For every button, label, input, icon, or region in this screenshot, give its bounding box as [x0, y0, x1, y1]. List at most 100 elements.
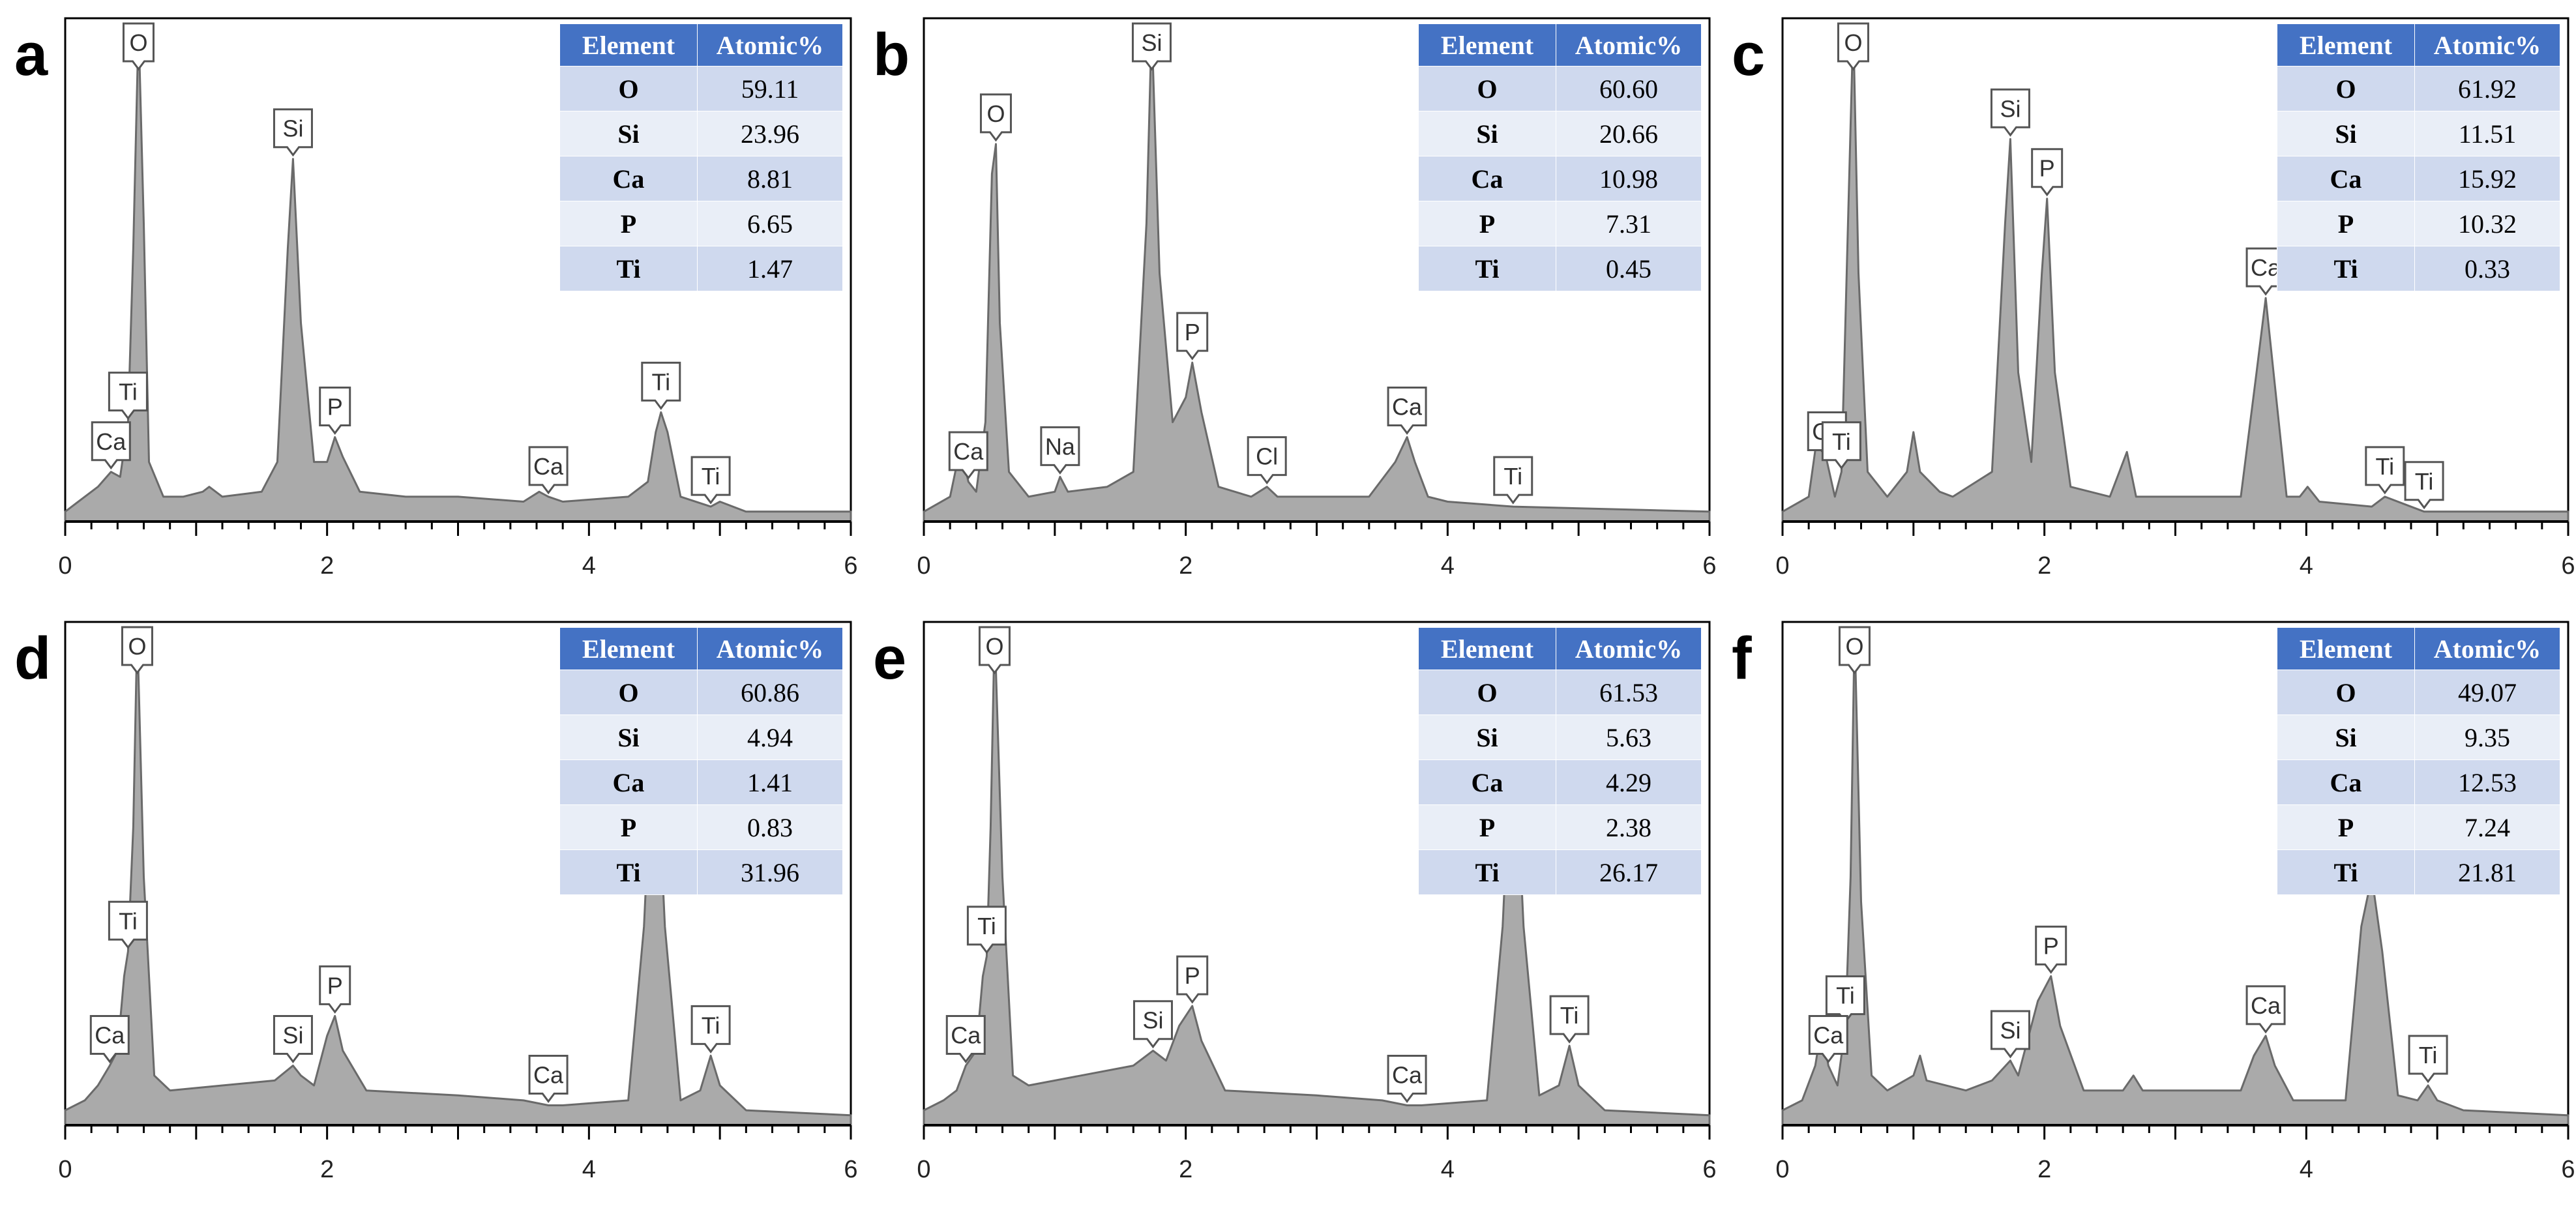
- table-header-row: Element Atomic%: [2277, 23, 2560, 66]
- panel-a: a 0 2 4 6 O Si P Ti Ca Ca Ti Ti Element Atomic% O 59.11 S…: [0, 0, 859, 604]
- atomic-percent-cell: 61.92: [2414, 66, 2560, 111]
- composition-table: Element Atomic% O 60.86 Si 4.94 Ca 1.41 P 0.83 Ti 3…: [559, 627, 843, 895]
- element-cell: Si: [2277, 111, 2415, 156]
- header-atomic-percent: Atomic%: [1556, 627, 1702, 670]
- peak-label-ca: Ca: [1808, 1015, 1848, 1064]
- peak-label-box: [1387, 386, 1427, 435]
- table-row: P 7.31: [1418, 201, 1702, 246]
- x-tick-label: 6: [1702, 1156, 1716, 1183]
- atomic-percent-cell: 0.45: [1556, 246, 1702, 291]
- table-row: Si 20.66: [1418, 111, 1702, 156]
- peak-label-box: [2365, 446, 2405, 495]
- atomic-percent-cell: 23.96: [697, 111, 843, 156]
- peak-label-text: Cl: [1256, 443, 1278, 470]
- peak-label-ti: Ti: [1825, 975, 1865, 1024]
- peak-label-text: P: [2039, 155, 2055, 182]
- peak-label-ti: Ti: [2408, 1035, 2448, 1083]
- peak-label-text: Ca: [1392, 393, 1423, 420]
- element-cell: P: [2277, 804, 2415, 850]
- header-element: Element: [2277, 23, 2415, 66]
- peak-label-o: O: [978, 626, 1011, 675]
- x-tick-label: 0: [917, 552, 930, 580]
- header-atomic-percent: Atomic%: [2414, 23, 2560, 66]
- peak-label-box: [1133, 1000, 1173, 1049]
- atomic-percent-cell: 7.24: [2414, 804, 2560, 850]
- peak-label-box: [273, 1015, 313, 1064]
- x-tick-label: 0: [1775, 552, 1789, 580]
- table-row: O 60.86: [559, 670, 843, 715]
- peak-label-ti: Ti: [966, 906, 1007, 954]
- atomic-percent-cell: 4.94: [697, 714, 843, 760]
- table-row: Ca 15.92: [2277, 156, 2560, 201]
- peak-label-ti: Ti: [108, 900, 148, 949]
- peak-label-text: P: [2043, 932, 2059, 959]
- peak-label-text: Si: [2000, 95, 2021, 122]
- peak-label-box: [945, 1015, 986, 1064]
- element-cell: Si: [559, 111, 698, 156]
- table-row: P 6.65: [559, 201, 843, 246]
- peak-label-ca: Ca: [89, 1015, 130, 1064]
- atomic-percent-cell: 31.96: [697, 849, 843, 895]
- peak-label-na: Na: [1040, 426, 1080, 475]
- peak-label-si: Si: [1133, 1000, 1173, 1049]
- peak-label-ca: Ca: [1387, 386, 1427, 435]
- atomic-percent-cell: 0.83: [697, 804, 843, 850]
- peak-label-text: Ti: [2419, 1042, 2438, 1068]
- composition-table: Element Atomic% O 59.11 Si 23.96 Ca 8.81 P 6.65 Ti…: [559, 23, 843, 291]
- element-cell: O: [559, 66, 698, 111]
- atomic-percent-cell: 1.47: [697, 246, 843, 291]
- atomic-percent-cell: 4.29: [1556, 759, 1702, 805]
- peak-label-text: Ca: [953, 438, 984, 465]
- x-tick-label: 2: [2037, 1156, 2051, 1183]
- table-header-row: Element Atomic%: [559, 627, 843, 670]
- composition-table: Element Atomic% O 60.60 Si 20.66 Ca 10.98 P 7.31 T…: [1418, 23, 1702, 291]
- header-element: Element: [559, 627, 698, 670]
- table-header-row: Element Atomic%: [1418, 627, 1702, 670]
- peak-label-text: Ca: [96, 428, 126, 455]
- peak-label-text: O: [1844, 29, 1862, 56]
- peak-label-box: [273, 108, 313, 157]
- spectrum-area: [923, 23, 1711, 523]
- x-tick-label: 4: [2300, 1156, 2313, 1183]
- atomic-percent-cell: 60.60: [1556, 66, 1702, 111]
- peak-label-text: Si: [1142, 1007, 1163, 1034]
- x-tick-label: 4: [582, 1156, 596, 1183]
- x-tick-label: 0: [58, 1156, 72, 1183]
- atomic-percent-cell: 20.66: [1556, 111, 1702, 156]
- table-header-row: Element Atomic%: [2277, 627, 2560, 670]
- peak-label-p: P: [1176, 955, 1209, 1004]
- atomic-percent-cell: 49.07: [2414, 670, 2560, 715]
- peak-label-box: [690, 1005, 731, 1053]
- panel-letter: b: [873, 22, 910, 88]
- peak-label-text: O: [986, 100, 1005, 127]
- peak-label-box: [1990, 1010, 2030, 1059]
- peak-label-box: [319, 965, 351, 1014]
- element-cell: P: [1418, 201, 1556, 246]
- peak-label-text: Ti: [702, 1012, 720, 1039]
- atomic-percent-cell: 7.31: [1556, 201, 1702, 246]
- table-row: O 49.07: [2277, 670, 2560, 715]
- peak-label-box: [91, 421, 131, 470]
- peak-label-text: Ti: [2376, 453, 2395, 480]
- peak-label-o: O: [1837, 22, 1869, 71]
- composition-table: Element Atomic% O 61.92 Si 11.51 Ca 15.92 P 10.32…: [2277, 23, 2560, 291]
- table-row: Ca 4.29: [1418, 759, 1702, 805]
- peak-label-box: [1131, 22, 1172, 71]
- peak-label-text: Ti: [1503, 463, 1522, 490]
- element-cell: Si: [1418, 111, 1556, 156]
- peak-label-si: Si: [1990, 1010, 2030, 1059]
- header-atomic-percent: Atomic%: [1556, 23, 1702, 66]
- element-cell: O: [2277, 66, 2415, 111]
- peak-label-si: Si: [273, 108, 313, 157]
- x-tick-label: 6: [1702, 552, 1716, 580]
- atomic-percent-cell: 61.53: [1556, 670, 1702, 715]
- x-tick-label: 6: [2561, 552, 2575, 580]
- peak-label-ti: Ti: [1493, 456, 1533, 505]
- table-row: Si 5.63: [1418, 714, 1702, 760]
- peak-label-ti: Ti: [641, 361, 681, 410]
- element-cell: Ti: [559, 246, 698, 291]
- element-cell: Ti: [1418, 246, 1556, 291]
- atomic-percent-cell: 60.86: [697, 670, 843, 715]
- peak-label-ca: Ca: [91, 421, 131, 470]
